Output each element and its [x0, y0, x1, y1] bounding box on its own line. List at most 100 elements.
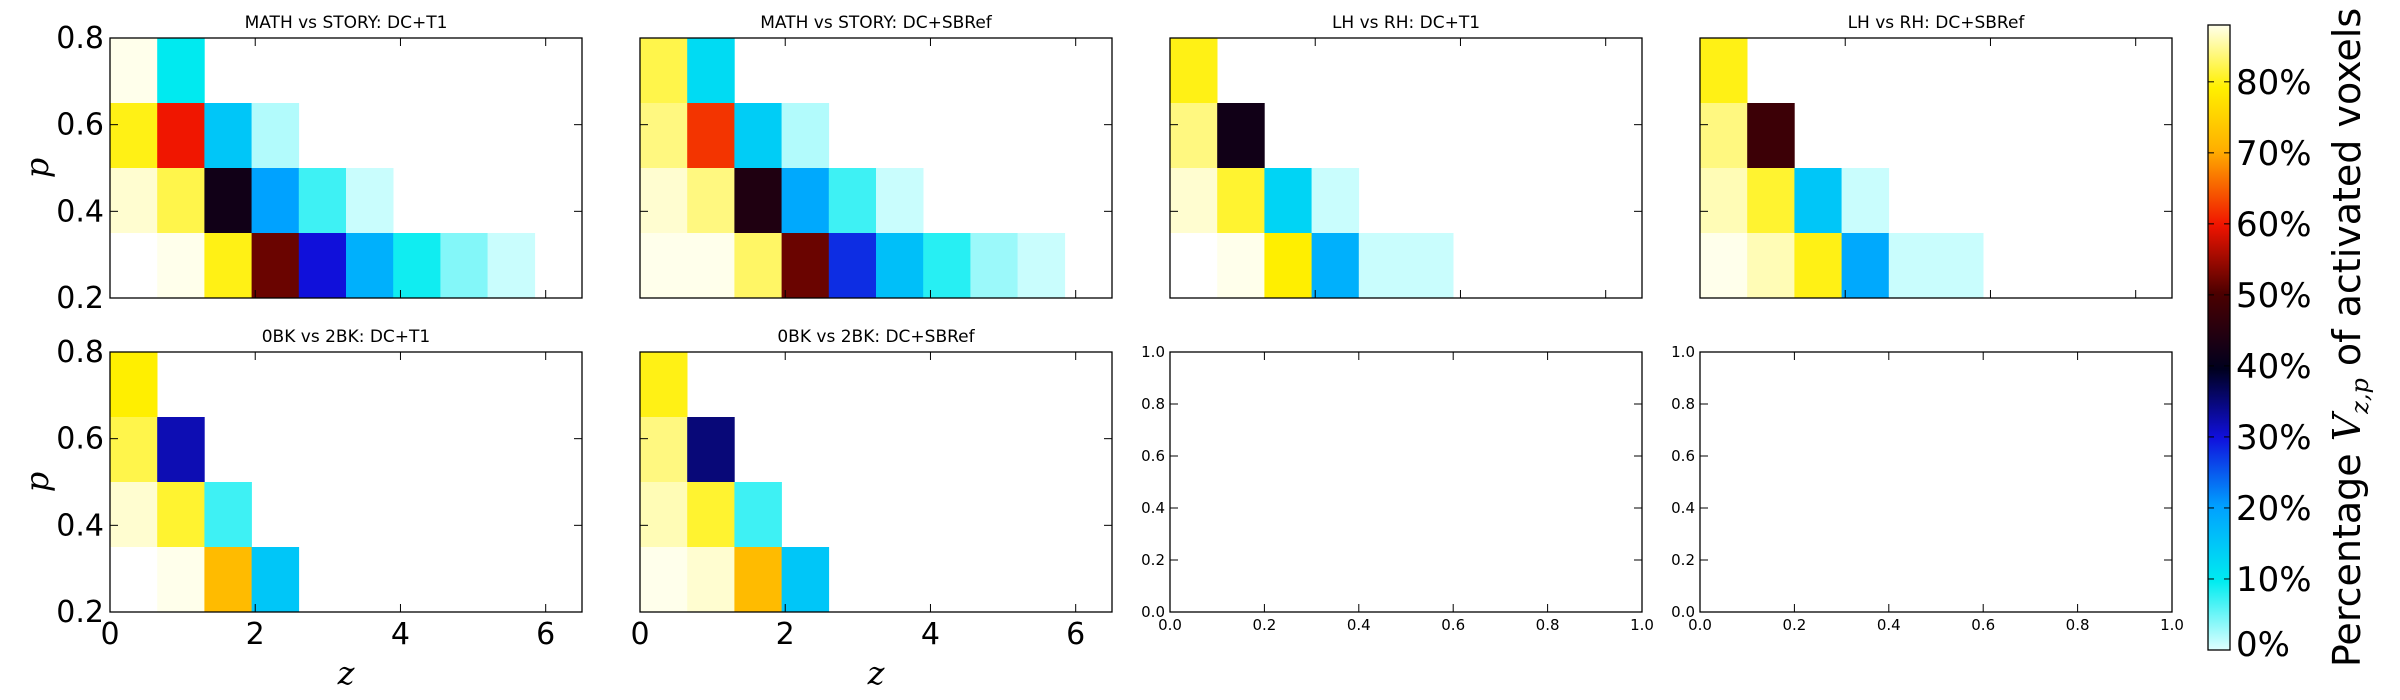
- panel-title: LH vs RH: DC+SBRef: [1848, 13, 2026, 33]
- heatmap-cell: [781, 233, 830, 299]
- x-tick-label: 0.8: [1536, 616, 1560, 634]
- heatmap-cell: [1700, 103, 1748, 169]
- x-tick-label: 1.0: [2160, 616, 2184, 634]
- x-tick-label: 4: [921, 617, 940, 652]
- panel-8: 0.00.0 0.2 0.2 0.4 0.4 0.6 0.6 0.8 0.8 1.0 1.0: [1671, 343, 2184, 634]
- y-tick-label: 0.6: [56, 108, 104, 143]
- heatmap-cell: [110, 103, 158, 169]
- heatmap-cell: [640, 168, 688, 234]
- heatmap-cell: [1217, 168, 1265, 234]
- panel-7: 0.00.0 0.2 0.2 0.4 0.4 0.6 0.6 0.8 0.8 1.0 1.0: [1141, 343, 1654, 634]
- axes-frame: [1699, 37, 2173, 299]
- heatmap-cell: [1217, 103, 1265, 169]
- heatmap-cell: [110, 168, 158, 234]
- heatmap-cell: [970, 233, 1018, 299]
- heatmap-cell: [734, 168, 782, 234]
- heatmap-cell: [640, 38, 688, 104]
- panel-2: MATH vs STORY: DC+SBRef: [639, 13, 1113, 299]
- heatmap-cell: [1747, 233, 1795, 299]
- colorbar: 0% 10% 20% 30% 40% 50% 60% 70% 80% Percentage Vz,…: [2207, 8, 2374, 667]
- heatmap-cell: [487, 233, 536, 299]
- panel-title: MATH vs STORY: DC+SBRef: [760, 13, 993, 33]
- heatmap-cell: [640, 233, 688, 299]
- heatmap-cell: [346, 233, 394, 299]
- heatmap-cell: [1700, 233, 1748, 299]
- y-tick-label: 0.8: [1141, 395, 1165, 413]
- heatmap-cell: [1794, 233, 1842, 299]
- y-axis-label: p: [18, 158, 56, 178]
- heatmap-cell: [640, 352, 688, 418]
- heatmap-cell: [1217, 233, 1265, 299]
- heatmap-cell: [1170, 103, 1218, 169]
- heatmap-cell: [110, 547, 158, 613]
- heatmap-cell: [251, 233, 300, 299]
- heatmap-cell: [1888, 233, 1937, 299]
- heatmap-cell: [110, 352, 158, 418]
- x-tick-label: 0.2: [1782, 616, 1806, 634]
- axes-frame: [1699, 351, 2173, 613]
- x-tick-label: 0.6: [1971, 616, 1995, 634]
- colorbar-tick-label: 80%: [2236, 63, 2312, 103]
- colorbar-label: Percentage Vz,p of activated voxels: [2325, 8, 2374, 667]
- heatmap-cell: [346, 168, 394, 234]
- panel-title: 0BK vs 2BK: DC+SBRef: [777, 327, 975, 347]
- heatmap-cell: [440, 233, 488, 299]
- heatmap-cell: [157, 103, 205, 169]
- colorbar-tick-label: 40%: [2236, 347, 2312, 387]
- panel-5: 0BK vs 2BK: DC+T1 0 2 4 6 0.2 0.4 0.6 0.8 p z: [18, 327, 583, 692]
- heatmap-cell: [687, 103, 735, 169]
- x-tick-label: 4: [391, 617, 410, 652]
- heatmap-cell: [251, 547, 300, 613]
- x-tick-label: 2: [246, 617, 265, 652]
- heatmap-cell: [876, 233, 924, 299]
- heatmap-cell: [1017, 233, 1066, 299]
- x-tick-label: 0.0: [1688, 616, 1712, 634]
- y-tick-label: 0.2: [56, 281, 104, 316]
- heatmap-cell: [157, 482, 205, 548]
- heatmap-cell: [1311, 168, 1360, 234]
- heatmap-cell: [781, 547, 830, 613]
- heatmap-cell: [640, 417, 688, 483]
- heatmap-cell: [1936, 233, 1984, 299]
- colorbar-tick-label: 20%: [2236, 489, 2312, 529]
- x-tick-label: 0: [630, 617, 649, 652]
- heatmap-cell: [687, 168, 735, 234]
- heatmap-cell: [110, 233, 158, 299]
- heatmap-cell: [781, 103, 830, 169]
- x-tick-label: 1.0: [1630, 616, 1654, 634]
- y-tick-label: 0.4: [1671, 499, 1695, 517]
- heatmap-cell: [734, 103, 782, 169]
- heatmap-cell: [110, 38, 158, 104]
- colorbar-tick-label: 30%: [2236, 418, 2312, 458]
- y-tick-label: 0.6: [56, 422, 104, 457]
- colorbar-tick-label: 0%: [2236, 625, 2290, 665]
- heatmap-cell: [1700, 38, 1748, 104]
- heatmap-cell: [157, 233, 205, 299]
- heatmap-cell: [640, 103, 688, 169]
- heatmap-cell: [1794, 168, 1842, 234]
- heatmap-cell: [640, 547, 688, 613]
- heatmap-cell: [1841, 168, 1890, 234]
- y-tick-label: 0.4: [1141, 499, 1165, 517]
- y-tick-label: 0.2: [56, 595, 104, 630]
- heatmap-cell: [1170, 38, 1218, 104]
- heatmap-cell: [157, 417, 205, 483]
- y-axis-label: p: [18, 472, 56, 492]
- y-tick-label: 0.8: [56, 335, 104, 370]
- x-tick-label: 6: [536, 617, 555, 652]
- heatmap-cell: [110, 417, 158, 483]
- y-tick-label: 0.0: [1141, 603, 1165, 621]
- heatmap-cell: [110, 482, 158, 548]
- axes-frame: [109, 351, 583, 613]
- panel-title: MATH vs STORY: DC+T1: [245, 13, 448, 33]
- y-tick-label: 1.0: [1671, 343, 1695, 361]
- heatmap-cell: [687, 417, 735, 483]
- heatmap-cell: [1406, 233, 1454, 299]
- axes-frame: [1169, 351, 1643, 613]
- x-tick-label: 0.0: [1158, 616, 1182, 634]
- x-tick-label: 0.4: [1347, 616, 1371, 634]
- panel-title: 0BK vs 2BK: DC+T1: [262, 327, 431, 347]
- panel-3: LH vs RH: DC+T1: [1169, 13, 1643, 299]
- heatmap-cell: [828, 168, 877, 234]
- heatmap-cell: [204, 233, 252, 299]
